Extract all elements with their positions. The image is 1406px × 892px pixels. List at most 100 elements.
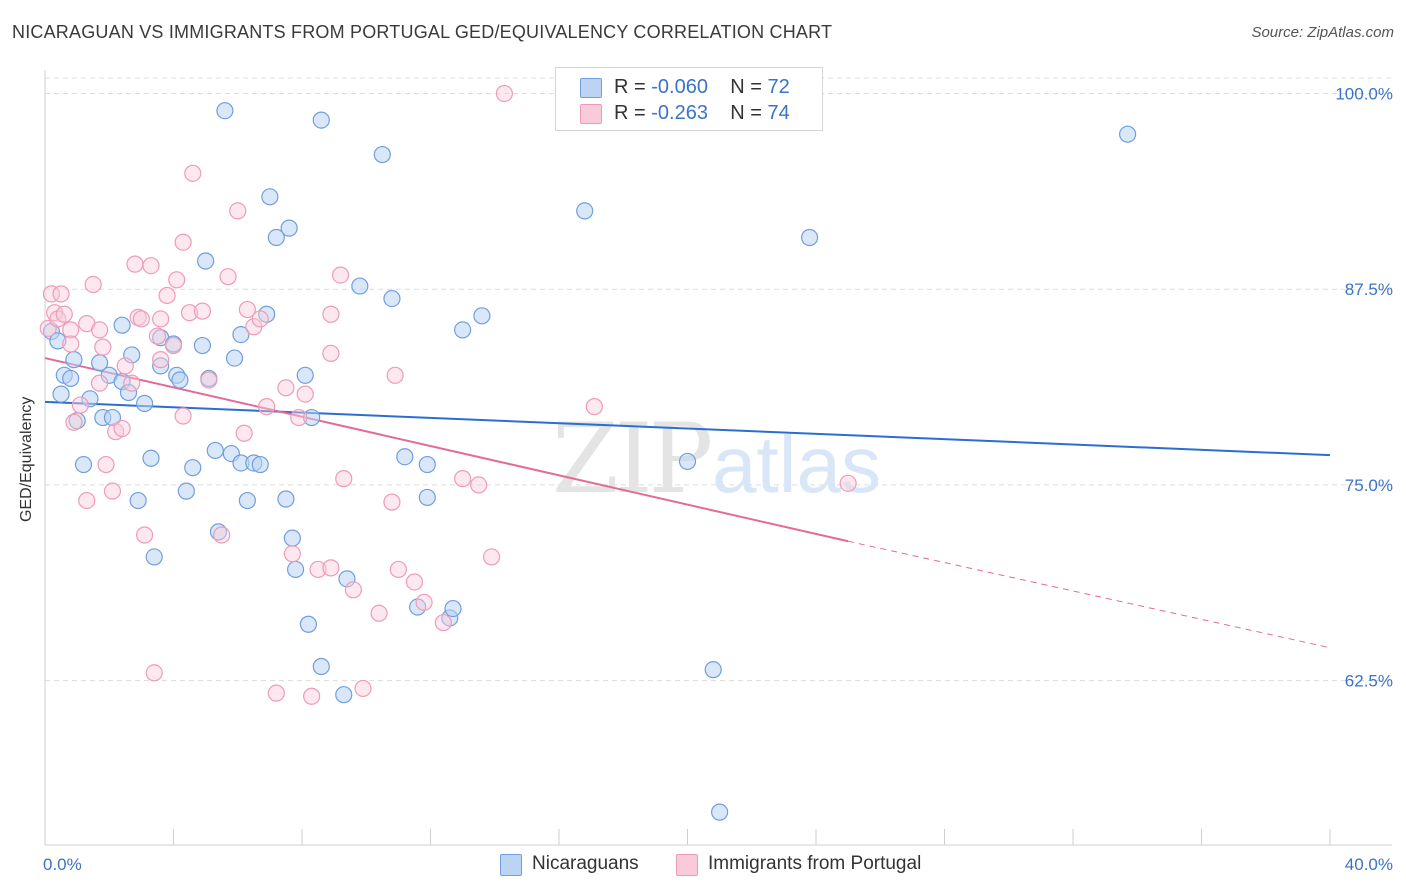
data-point: [180, 304, 199, 322]
data-point: [383, 493, 401, 511]
data-point: [351, 277, 369, 295]
x-tick-label: 40.0%: [1345, 855, 1393, 874]
data-point: [386, 366, 404, 384]
data-point: [704, 661, 722, 679]
data-point: [197, 252, 215, 270]
data-point: [280, 219, 298, 237]
data-point: [338, 570, 356, 588]
data-point: [1119, 125, 1137, 143]
data-point: [52, 385, 70, 403]
data-point: [839, 474, 857, 492]
data-point: [678, 452, 697, 471]
data-point: [91, 374, 109, 392]
legend-n-label: N =: [730, 102, 762, 124]
data-point: [42, 285, 61, 303]
data-point: [145, 548, 163, 566]
data-point: [135, 394, 154, 413]
data-point: [209, 523, 228, 541]
data-point: [238, 491, 256, 510]
data-point: [290, 408, 308, 427]
legend-n-label: N =: [730, 76, 762, 98]
data-point: [454, 470, 472, 488]
data-point: [296, 385, 314, 403]
data-point: [213, 526, 231, 544]
data-point: [354, 679, 372, 698]
data-point: [238, 300, 256, 319]
data-point: [97, 455, 115, 474]
data-point: [434, 614, 452, 632]
data-point: [482, 548, 501, 566]
data-point: [219, 268, 237, 286]
data-point: [495, 84, 513, 103]
data-point: [142, 257, 160, 275]
data-point: [299, 615, 318, 633]
data-point: [78, 491, 96, 510]
data-point: [335, 470, 353, 488]
data-point: [232, 325, 250, 344]
data-point: [135, 526, 154, 544]
data-point: [171, 371, 189, 389]
data-point: [444, 599, 462, 618]
data-point: [145, 664, 163, 682]
y-tick-label: 100.0%: [1335, 84, 1393, 103]
data-point: [103, 482, 122, 500]
data-point: [344, 581, 362, 599]
data-point: [119, 383, 138, 402]
data-point: [800, 228, 819, 247]
data-point: [126, 255, 144, 273]
data-point: [123, 374, 141, 392]
data-point: [91, 321, 109, 339]
y-axis-label: GED/Equivalency: [18, 396, 35, 522]
data-point: [296, 366, 314, 384]
data-point: [383, 289, 401, 308]
tick-labels: 62.5% 75.0% 87.5% 100.0% 0.0% 40.0%: [43, 84, 1393, 874]
data-point: [206, 441, 224, 460]
trend-line: [848, 540, 1331, 649]
data-point: [52, 285, 70, 303]
legend-swatch-nicaraguans: [580, 78, 602, 98]
watermark: ZIP atlas: [552, 403, 881, 515]
data-point: [261, 188, 279, 206]
data-point: [258, 398, 276, 416]
data-point: [335, 686, 353, 704]
data-point: [123, 346, 141, 364]
data-point: [103, 408, 122, 427]
data-point: [177, 482, 195, 500]
legend-r-label: R =: [614, 102, 646, 124]
data-point: [81, 390, 99, 408]
data-point: [286, 560, 305, 579]
data-point: [152, 351, 170, 369]
data-point: [418, 488, 436, 507]
data-point: [277, 379, 295, 397]
data-point: [389, 560, 407, 579]
data-point: [322, 305, 340, 323]
data-point: [113, 316, 131, 334]
data-point: [148, 327, 167, 345]
data-point: [200, 371, 218, 389]
data-point: [65, 413, 83, 431]
data-point: [225, 349, 244, 367]
data-point: [585, 398, 603, 416]
data-point: [370, 604, 388, 622]
legend-swatch-portugal: [580, 104, 602, 124]
source-credit: Source: ZipAtlas.com: [1251, 24, 1394, 41]
data-point: [415, 593, 433, 611]
data-point: [94, 338, 112, 356]
y-tick-label: 62.5%: [1345, 672, 1393, 691]
legend-r-value: -0.060: [651, 76, 708, 98]
data-point: [303, 408, 321, 427]
axes: [44, 70, 1392, 846]
data-point: [331, 266, 350, 284]
legend-n-value: 72: [767, 76, 790, 98]
data-point: [184, 459, 202, 477]
data-point: [711, 803, 729, 821]
bottom-legend-swatch-portugal: [676, 854, 698, 876]
bottom-legend-label-portugal: Immigrants from Portugal: [708, 853, 922, 874]
data-point: [277, 490, 295, 508]
data-point: [129, 491, 147, 510]
data-point: [251, 455, 269, 474]
data-point: [49, 332, 67, 350]
data-points: [39, 84, 1137, 821]
data-point: [576, 202, 594, 220]
